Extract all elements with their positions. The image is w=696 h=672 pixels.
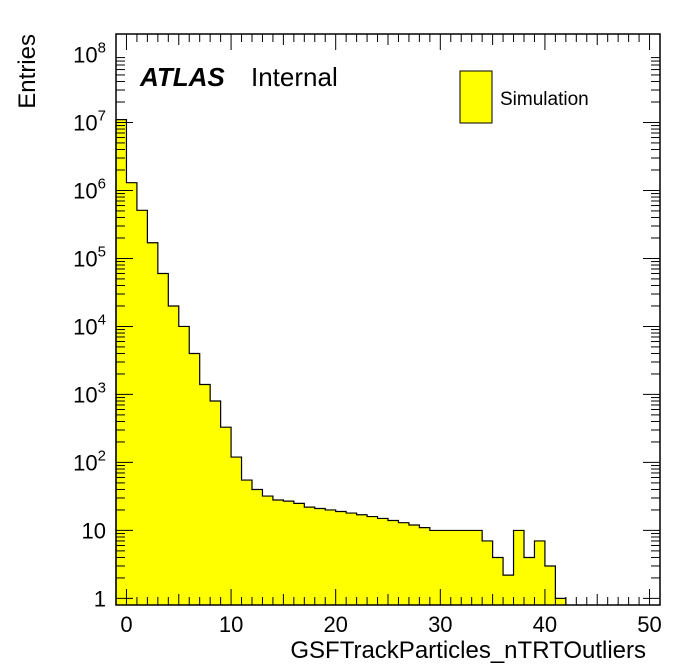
- x-axis-ticks: [125, 34, 651, 605]
- histogram-bin: [356, 514, 368, 605]
- histogram-bin: [471, 530, 483, 605]
- y-axis-ticks: [116, 57, 660, 599]
- y-tick-label: 1: [94, 586, 106, 611]
- y-tick-label: 10: [82, 518, 106, 543]
- histogram-bin: [314, 508, 326, 605]
- y-tick-label: 105: [73, 243, 106, 271]
- histogram-bin: [388, 520, 399, 605]
- histogram-bin: [126, 182, 138, 605]
- y-tick-label: 108: [73, 39, 106, 67]
- histogram-bin: [304, 507, 316, 605]
- histogram-bin: [147, 242, 159, 606]
- histogram-bin: [136, 210, 148, 605]
- histogram-bin: [189, 353, 201, 605]
- histogram-bin: [157, 273, 169, 605]
- histogram-bin: [335, 511, 347, 605]
- histogram-bin: [325, 509, 337, 605]
- histogram-bin: [346, 513, 358, 605]
- histogram-bin: [419, 527, 431, 605]
- x-tick-label: 20: [323, 612, 347, 637]
- x-axis-tick-labels: 0 10 20 30 40 50: [120, 612, 661, 637]
- y-tick-label: 102: [73, 447, 106, 475]
- histogram-bin: [492, 557, 504, 605]
- histogram-bin: [398, 522, 410, 605]
- histogram-bin: [461, 530, 473, 605]
- x-tick-label: 40: [533, 612, 557, 637]
- histogram-bin: [450, 530, 462, 605]
- x-tick-label: 50: [637, 612, 661, 637]
- histogram-bin: [513, 530, 525, 605]
- histogram-bin: [503, 575, 514, 605]
- y-tick-label: 103: [73, 379, 106, 407]
- histogram-bin: [534, 540, 546, 605]
- legend-entry-label: Simulation: [500, 89, 589, 110]
- histogram-bin: [210, 401, 222, 605]
- histogram-bin: [544, 565, 556, 605]
- y-tick-label: 104: [73, 311, 106, 339]
- histogram-bin: [440, 530, 452, 605]
- histogram-bin: [429, 530, 441, 605]
- histogram-bin: [524, 557, 535, 605]
- internal-label: Internal: [251, 62, 338, 92]
- histogram-bin: [220, 427, 232, 605]
- y-tick-label: 106: [73, 175, 106, 203]
- histogram-bin: [482, 540, 494, 605]
- y-tick-label: 107: [73, 107, 106, 135]
- histogram-bin: [377, 518, 389, 605]
- histogram-bin: [262, 496, 274, 605]
- histogram-bars: [115, 119, 567, 606]
- histogram-bin: [241, 480, 253, 605]
- atlas-label: ATLAS: [139, 62, 225, 92]
- histogram-bin: [293, 503, 305, 605]
- histogram-bin: [555, 598, 567, 605]
- histogram-bin: [367, 516, 378, 605]
- histogram-outline: [115, 119, 567, 605]
- histogram-bin: [272, 500, 284, 605]
- x-tick-label: 0: [120, 612, 132, 637]
- histogram-bin: [408, 525, 420, 605]
- histogram-bin: [283, 501, 295, 605]
- y-axis-title: Entries: [14, 34, 41, 109]
- histogram-bin: [199, 384, 211, 605]
- histogram-bin: [178, 326, 190, 605]
- y-axis-tick-labels: 1 10 102 103 104 105 106 107 108: [73, 39, 106, 611]
- x-axis-title: GSFTrackParticles_nTRTOutliers: [290, 637, 646, 664]
- histogram-bin: [231, 457, 242, 605]
- x-tick-label: 30: [428, 612, 452, 637]
- histogram-bin: [168, 305, 180, 605]
- histogram-bin: [252, 489, 263, 605]
- x-tick-label: 10: [219, 612, 243, 637]
- legend-swatch: [459, 70, 493, 124]
